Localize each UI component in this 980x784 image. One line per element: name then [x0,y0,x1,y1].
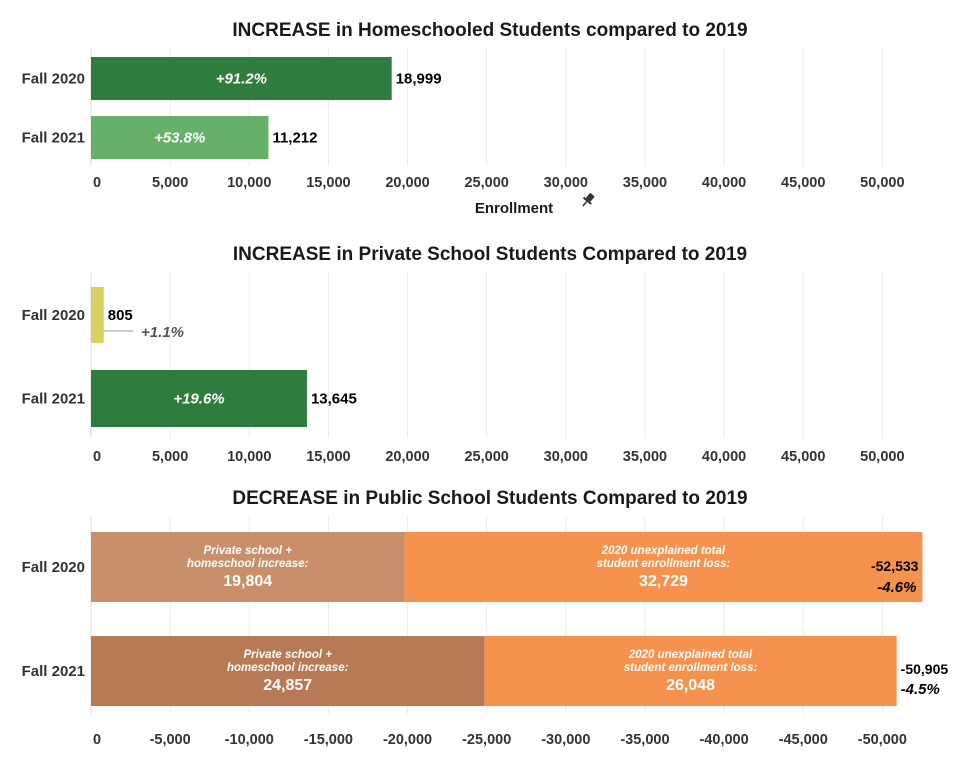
chart-1-category-label: Fall 2021 [22,130,85,147]
chart-1-x-tick-label: 15,000 [306,175,350,191]
chart-1-x-tick-label: 50,000 [860,175,904,191]
chart-3-total-percent-label: -4.5% [901,681,940,698]
chart-3-segment-label: homeschool increase: [187,558,309,570]
chart-3-segment-label: 2020 unexplained total [628,649,753,661]
chart-1-category-label: Fall 2020 [22,71,85,88]
chart-3-total-label: -50,905 [901,661,949,677]
chart-2-category-label: Fall 2021 [22,391,85,408]
chart-3-x-tick-label: -35,000 [620,732,669,748]
chart-3-segment-value-label: 32,729 [639,573,688,590]
chart-3-x-tick-label: -40,000 [699,732,748,748]
chart-2-bar-value-label: 13,645 [311,391,357,408]
chart-1-x-tick-label: 20,000 [385,175,429,191]
chart-1-bar-value-label: 11,212 [272,130,317,147]
chart-1-x-tick-label: 10,000 [227,175,271,191]
chart-1-x-tick-label: 0 [93,175,101,191]
chart-3-total-label: -52,533 [871,558,919,574]
chart-2-title: INCREASE in Private School Students Comp… [233,244,747,265]
chart-3-segment-value-label: 19,804 [223,573,272,590]
chart-3-category-label: Fall 2021 [22,663,85,680]
chart-1-bar [91,116,269,159]
pin-icon [582,193,595,207]
chart-3-x-tick-label: -30,000 [541,732,590,748]
chart-2-x-tick-label: 50,000 [860,449,904,465]
chart-3-segment-label: 2020 unexplained total [601,545,726,557]
chart-2-x-tick-label: 30,000 [544,449,588,465]
chart-3-x-tick-label: -5,000 [150,732,191,748]
chart-2-x-tick-label: 20,000 [385,449,429,465]
chart-3-stacked-segment [404,532,923,602]
chart-1-bar-percent-label: +53.8% [154,130,205,147]
chart-2-category-label: Fall 2020 [22,307,85,324]
chart-3-stacked-segment [91,532,405,602]
chart-2-bar [91,287,104,343]
chart-3-title: DECREASE in Public School Students Compa… [232,488,747,509]
chart-1-x-tick-label: 5,000 [152,175,188,191]
chart-2-bar-percent-label: +19.6% [173,391,224,408]
chart-2-x-tick-label: 15,000 [306,449,350,465]
chart-1-x-tick-label: 40,000 [702,175,746,191]
chart-3-category-label: Fall 2020 [22,559,85,576]
chart-3-x-tick-label: -45,000 [779,732,828,748]
chart-1-x-tick-label: 45,000 [781,175,825,191]
chart-2-x-tick-label: 40,000 [702,449,746,465]
chart-3-segment-label: student enrollment loss: [624,662,758,674]
chart-3-stacked-segment [91,636,485,706]
chart-2-bar-value-label: 805 [108,307,133,324]
chart-1-x-tick-label: 30,000 [544,175,588,191]
chart-2-bar-percent-label: +1.1% [141,324,184,341]
chart-1-bar [91,57,392,100]
chart-2-x-tick-label: 35,000 [623,449,667,465]
chart-2-x-tick-label: 5,000 [152,449,188,465]
chart-3-segment-label: Private school + [243,649,332,661]
chart-1-x-tick-label: 25,000 [464,175,508,191]
chart-3-segment-value-label: 26,048 [666,677,715,694]
chart-1-x-axis-label: Enrollment [475,200,553,217]
chart-3-x-tick-label: -50,000 [858,732,907,748]
chart-3-segment-value-label: 24,857 [263,677,312,694]
chart-3-total-percent-label: -4.6% [877,579,916,596]
chart-1-bar-value-label: 18,999 [396,71,442,88]
chart-3-segment-label: homeschool increase: [227,662,349,674]
chart-3-x-tick-label: -20,000 [383,732,432,748]
chart-3-x-tick-label: -15,000 [304,732,353,748]
chart-3-segment-label: student enrollment loss: [597,558,731,570]
chart-3-x-tick-label: 0 [93,732,101,748]
chart-2-bar [91,370,307,427]
chart-2-x-tick-label: 45,000 [781,449,825,465]
chart-2-x-tick-label: 10,000 [227,449,271,465]
chart-3-stacked-segment [484,636,897,706]
chart-3-x-tick-label: -25,000 [462,732,511,748]
chart-1-title: INCREASE in Homeschooled Students compar… [232,20,747,41]
chart-3-segment-label: Private school + [203,545,292,557]
chart-1-bar-percent-label: +91.2% [216,71,267,88]
chart-2-x-tick-label: 25,000 [464,449,508,465]
chart-2-x-tick-label: 0 [93,449,101,465]
chart-3-x-tick-label: -10,000 [225,732,274,748]
chart-1-x-tick-label: 35,000 [623,175,667,191]
